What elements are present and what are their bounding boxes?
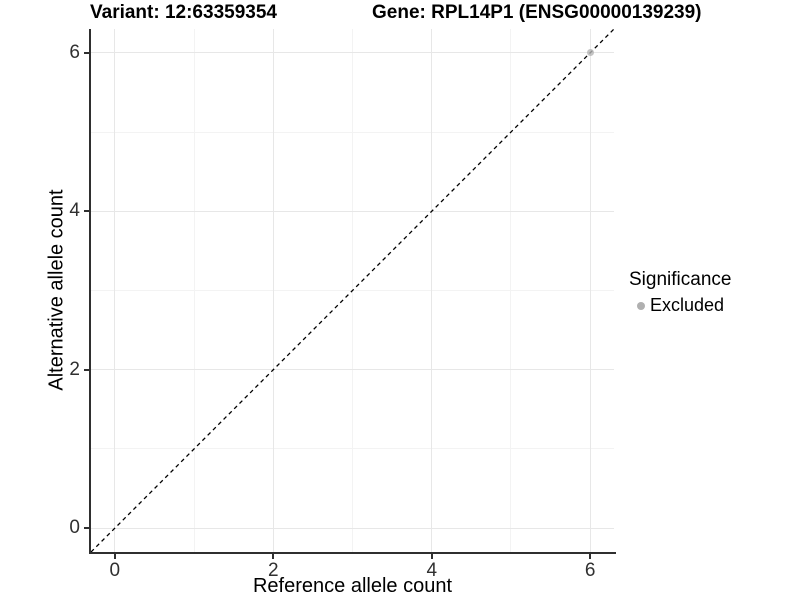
x-axis-line: [89, 552, 616, 554]
x-tick-label: 0: [109, 560, 121, 581]
identity-line-layer: [91, 29, 614, 552]
x-tick-label: 2: [267, 560, 279, 581]
x-major-gridline: [272, 29, 274, 552]
x-major-gridline: [114, 29, 116, 552]
y-minor-gridline: [91, 131, 614, 133]
x-major-gridline: [589, 29, 591, 552]
y-major-gridline: [91, 210, 614, 212]
variant-title: Variant: 12:63359354: [90, 2, 277, 23]
gene-title: Gene: RPL14P1 (ENSG00000139239): [372, 2, 702, 23]
y-major-gridline: [91, 369, 614, 371]
identity-line: [91, 29, 614, 552]
data-point-excluded: [586, 49, 594, 57]
plot-panel: [91, 29, 614, 552]
x-major-gridline: [431, 29, 433, 552]
x-tick-label: 6: [584, 560, 596, 581]
legend-entry-label: Excluded: [650, 295, 725, 315]
x-axis-tick: [430, 554, 433, 559]
x-axis-tick: [113, 554, 116, 559]
x-tick-label: 4: [426, 560, 438, 581]
x-axis-tick: [589, 554, 592, 559]
y-tick-label: 0: [69, 517, 80, 539]
y-axis-tick: [84, 51, 89, 54]
y-axis-line: [89, 29, 91, 554]
legend-title: Significance: [629, 269, 732, 290]
x-axis-title: Reference allele count: [252, 575, 452, 597]
y-major-gridline: [91, 52, 614, 54]
y-tick-label: 4: [69, 200, 80, 222]
legend: Significance Excluded: [629, 269, 731, 316]
y-tick-label: 6: [69, 41, 80, 63]
y-minor-gridline: [91, 448, 614, 450]
y-major-gridline: [91, 527, 614, 529]
x-axis-tick: [272, 554, 275, 559]
y-axis-tick: [84, 527, 89, 530]
y-axis-tick: [84, 368, 89, 371]
y-tick-label: 2: [69, 358, 80, 380]
excluded-point-icon: [637, 301, 645, 310]
legend-entry-excluded: Excluded: [629, 295, 731, 316]
y-axis-tick: [84, 210, 89, 213]
